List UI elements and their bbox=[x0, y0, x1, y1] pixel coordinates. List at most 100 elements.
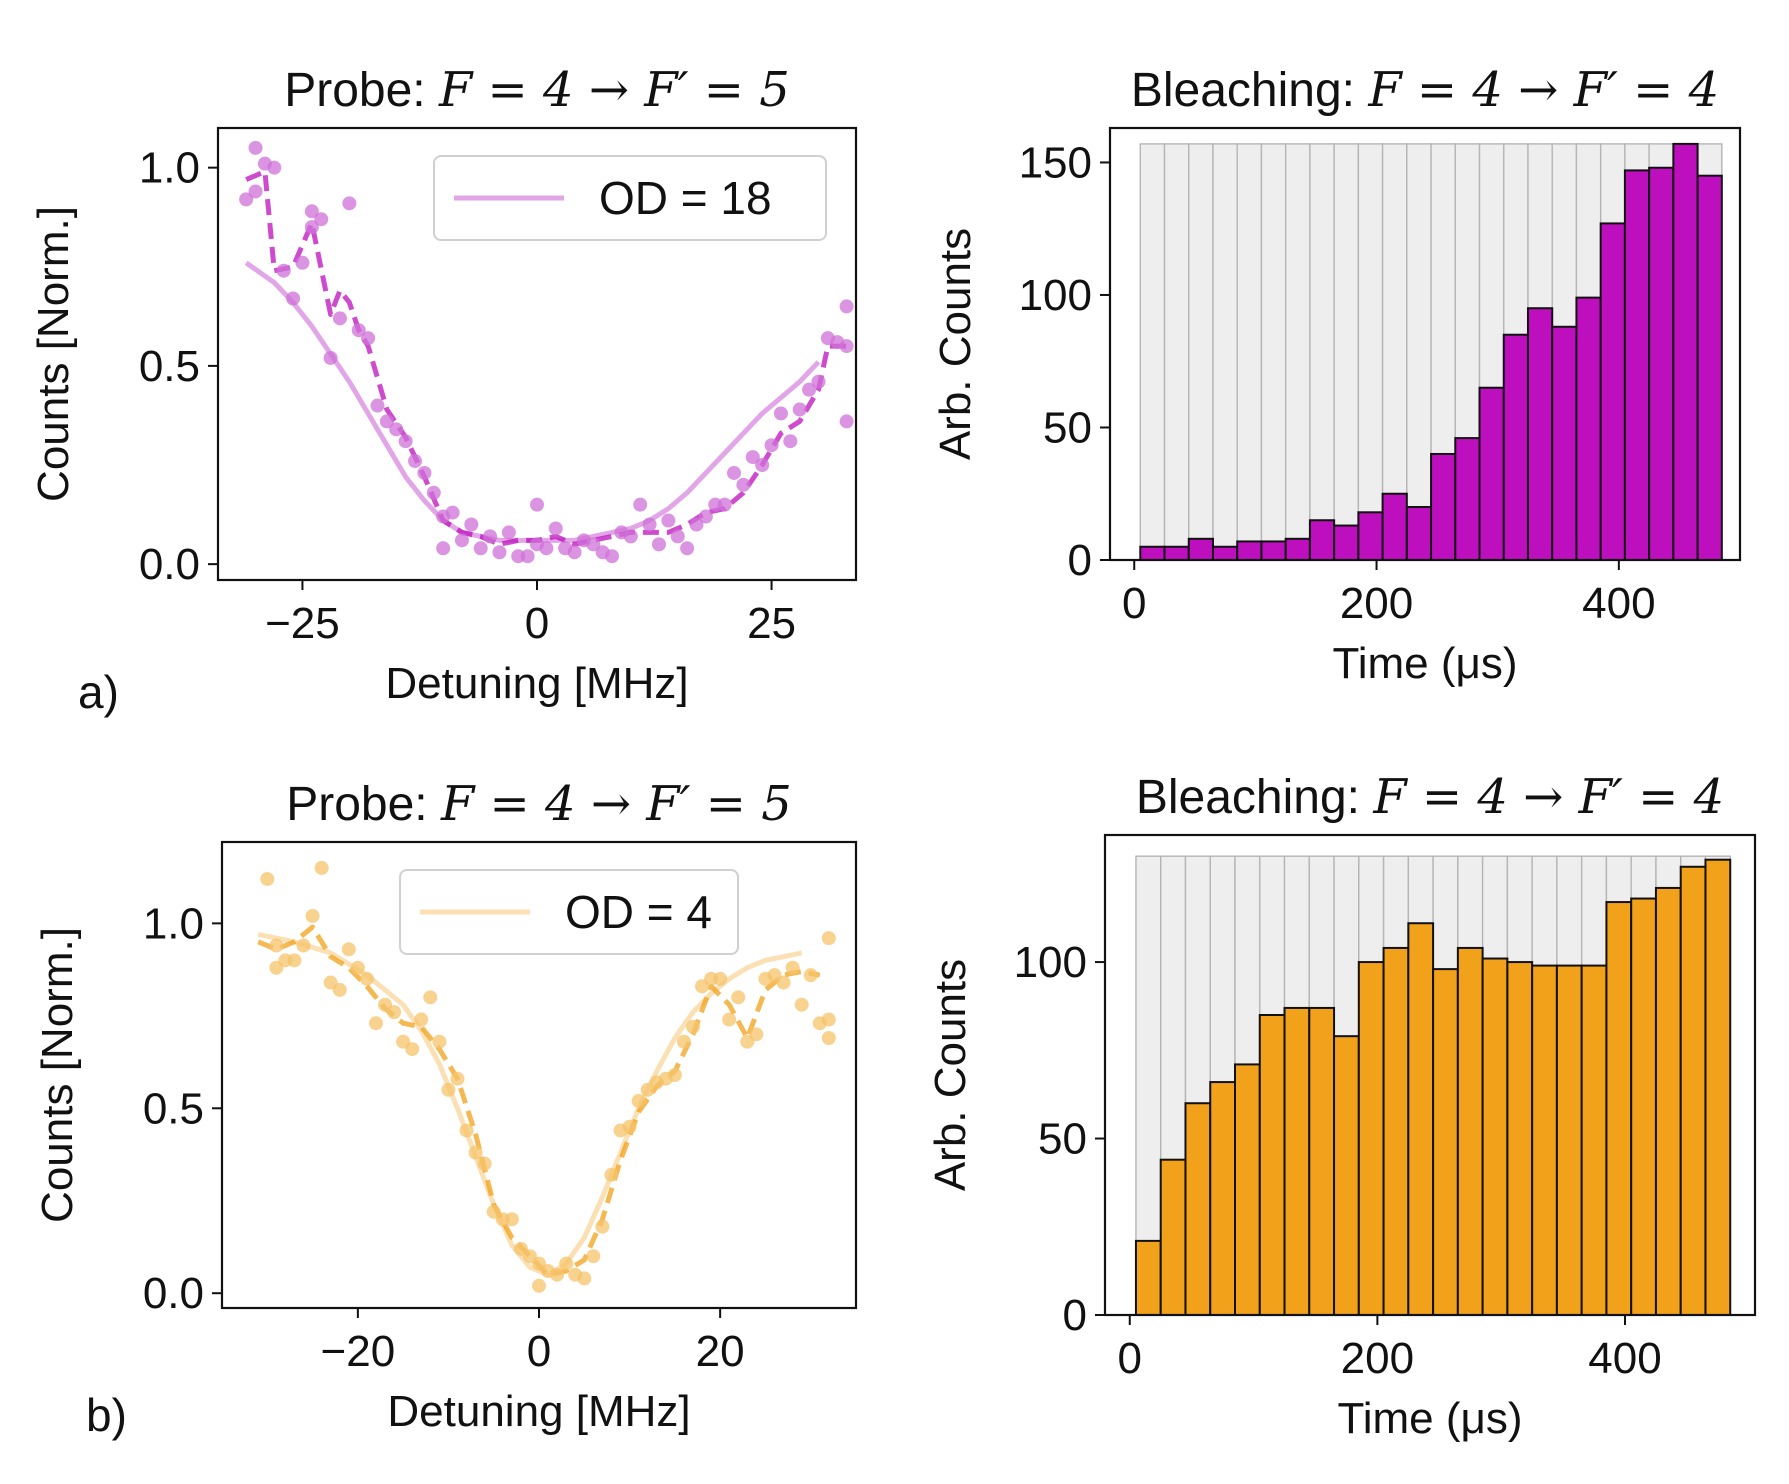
data-point bbox=[350, 960, 365, 975]
data-point bbox=[839, 339, 854, 354]
data-point bbox=[342, 196, 357, 211]
histogram-bar bbox=[1648, 166, 1675, 561]
background-bar bbox=[1260, 143, 1287, 561]
x-tick-label: 400 bbox=[1582, 579, 1655, 628]
x-tick-label: 0 bbox=[1122, 579, 1146, 628]
histogram-bar bbox=[1283, 1006, 1311, 1316]
y-tick-label: 100 bbox=[1014, 938, 1087, 987]
data-point bbox=[314, 860, 329, 875]
data-point bbox=[622, 1119, 637, 1134]
data-point bbox=[464, 517, 479, 532]
chart-b-bleach: Bleaching: F = 4 → F′ = 4 0 200 400 0 50 100 Ti… bbox=[926, 769, 1757, 1443]
data-point bbox=[821, 931, 836, 946]
data-point bbox=[389, 422, 404, 437]
histogram-bar bbox=[1630, 897, 1657, 1316]
data-point bbox=[304, 220, 319, 235]
data-point bbox=[680, 541, 695, 556]
data-point bbox=[332, 311, 347, 326]
y-tick-label: 0.0 bbox=[143, 1269, 204, 1318]
data-point bbox=[667, 1068, 682, 1082]
legend-box bbox=[433, 155, 827, 241]
chart-title-math: F = 4 → F′ = 4 bbox=[1372, 769, 1724, 825]
x-axis-label: Detuning [MHz] bbox=[385, 659, 688, 708]
data-point bbox=[269, 938, 284, 953]
data-point bbox=[785, 960, 800, 975]
data-point bbox=[361, 331, 376, 346]
data-point bbox=[586, 1249, 601, 1264]
histogram-bar bbox=[1382, 946, 1410, 1316]
dashed-line bbox=[245, 169, 847, 547]
histogram-bar bbox=[1260, 540, 1287, 562]
data-point bbox=[239, 192, 254, 207]
data-point bbox=[414, 1012, 429, 1027]
data-point bbox=[477, 1156, 492, 1171]
histogram-bar bbox=[1454, 437, 1481, 561]
data-point bbox=[260, 871, 275, 886]
histogram-bar bbox=[1405, 505, 1433, 561]
x-tick-label: 200 bbox=[1341, 1334, 1414, 1383]
y-tick-label: 0.5 bbox=[143, 1084, 204, 1133]
histogram-bar bbox=[1575, 296, 1602, 561]
data-point bbox=[423, 990, 438, 1005]
data-point bbox=[436, 541, 451, 556]
data-point bbox=[417, 465, 432, 480]
background-bar bbox=[1284, 143, 1311, 561]
data-point bbox=[661, 513, 676, 528]
data-point bbox=[595, 1219, 610, 1234]
data-point bbox=[731, 990, 746, 1005]
data-point bbox=[351, 323, 366, 338]
data-point bbox=[604, 1167, 619, 1182]
chart-title-prefix: Probe: bbox=[284, 64, 439, 117]
data-point bbox=[501, 525, 516, 540]
data-point bbox=[722, 1012, 737, 1027]
data-point bbox=[839, 299, 854, 314]
histogram-bar bbox=[1599, 222, 1626, 561]
data-point bbox=[520, 549, 535, 564]
data-point bbox=[567, 545, 582, 560]
data-point bbox=[314, 212, 329, 227]
background-bar bbox=[1188, 143, 1214, 561]
histogram-bar bbox=[1696, 174, 1723, 561]
x-tick-label: −20 bbox=[321, 1327, 396, 1376]
data-point bbox=[651, 537, 666, 552]
data-point bbox=[473, 541, 488, 556]
chart-a-probe: Probe: F = 4 → F′ = 5 OD = 18 −25 0 25 0.0 0.5… bbox=[29, 62, 858, 708]
histogram-bar bbox=[1679, 865, 1707, 1316]
y-axis-label: Arb. Counts bbox=[926, 959, 975, 1191]
histogram-bar bbox=[1381, 492, 1408, 562]
y-axis-label: Counts [Norm.] bbox=[29, 206, 78, 502]
panel-label-b: b) bbox=[86, 1389, 127, 1441]
y-tick-label: 0 bbox=[1068, 536, 1092, 585]
axes-frame bbox=[1108, 126, 1742, 562]
data-point bbox=[713, 971, 728, 986]
y-tick-label: 0 bbox=[1063, 1291, 1087, 1340]
panel-label-a: a) bbox=[78, 666, 119, 718]
data-point bbox=[295, 255, 310, 270]
x-tick-label: 0 bbox=[527, 1327, 551, 1376]
data-point bbox=[296, 938, 311, 953]
histogram-bar bbox=[1456, 946, 1484, 1316]
histogram-bar bbox=[1605, 901, 1633, 1316]
chart-title: Bleaching: F = 4 → F′ = 4 bbox=[1136, 769, 1724, 825]
data-point bbox=[623, 529, 638, 544]
data-point bbox=[450, 1071, 465, 1086]
data-point bbox=[685, 1019, 700, 1034]
chart-title-math: F = 4 → F′ = 5 bbox=[438, 62, 790, 118]
chart-title-math: F = 4 → F′ = 5 bbox=[440, 776, 792, 832]
data-point bbox=[286, 291, 301, 306]
data-point bbox=[586, 537, 601, 552]
x-tick-label: 0 bbox=[1118, 1334, 1142, 1383]
chart-b-probe: Probe: F = 4 → F′ = 5 OD = 4 −20 0 20 0.0 0.5 1… bbox=[33, 776, 858, 1436]
data-point bbox=[432, 1034, 447, 1049]
histogram-bar bbox=[1672, 142, 1699, 561]
histogram-bar bbox=[1526, 307, 1554, 561]
data-point bbox=[276, 263, 291, 278]
data-point bbox=[468, 1145, 483, 1160]
legend-label: OD = 18 bbox=[599, 172, 772, 224]
data-point bbox=[379, 414, 394, 429]
y-tick-label: 1.0 bbox=[143, 899, 204, 948]
histogram-bar bbox=[1308, 1006, 1336, 1316]
histogram-bar bbox=[1333, 524, 1360, 562]
data-point bbox=[783, 434, 798, 449]
legend-label: OD = 4 bbox=[565, 886, 712, 938]
